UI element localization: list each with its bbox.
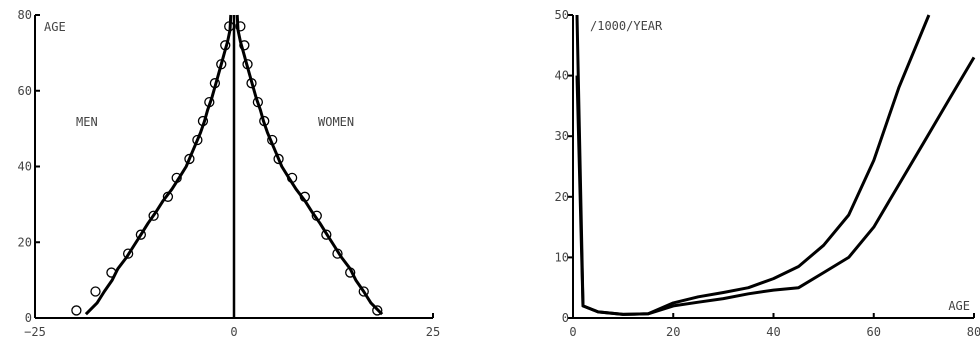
observed-point [90, 286, 101, 297]
observed-point [267, 134, 278, 146]
men-label: MEN [76, 115, 98, 129]
observed-point [224, 21, 235, 32]
rate-x-tick-label: 60 [867, 325, 881, 339]
rate-tick-labels: 0 10 20 30 40 50 0 20 40 60 80 [555, 8, 980, 339]
rate-x-tick-label: 80 [967, 325, 980, 339]
pyramid-series [71, 14, 384, 316]
observed-point [162, 191, 174, 202]
rate-x-tick-label: 20 [666, 325, 680, 339]
observed-point [299, 191, 310, 202]
men-line [84, 14, 233, 316]
rate-series [575, 14, 976, 316]
observed-point [358, 286, 369, 297]
women-line [235, 14, 384, 316]
rate-x-axis-label: AGE [948, 299, 970, 313]
observed-point [220, 40, 231, 51]
rate-y-tick-label: 50 [555, 8, 569, 22]
observed-point [321, 229, 332, 240]
observed-point [239, 40, 250, 51]
observed-point [252, 96, 264, 108]
observed-point [197, 115, 209, 127]
pyramid-y-tick-label: 60 [18, 84, 32, 98]
pyramid-y-tick-label: 20 [18, 235, 32, 249]
rate-y-tick-label: 20 [555, 190, 569, 204]
rate-x-tick-label: 0 [569, 325, 576, 339]
rate-x-tick-label: 40 [766, 325, 780, 339]
observed-point [171, 172, 182, 184]
observed-point [216, 59, 227, 70]
rate-y-tick-label: 10 [555, 250, 569, 264]
observed-point [71, 305, 82, 316]
observed-point [372, 305, 383, 316]
rate-line-1 [575, 14, 931, 316]
pyramid-y-tick-label: 40 [18, 160, 32, 174]
pyramid-x-tick-label: −25 [24, 325, 46, 339]
observed-point [311, 210, 322, 221]
observed-point [286, 172, 298, 184]
pyramid-axes [34, 14, 434, 319]
rate-axes [568, 14, 975, 319]
observed-point [135, 229, 147, 240]
rate-line-2 [575, 56, 976, 316]
observed-point [184, 153, 195, 165]
observed-point [209, 78, 221, 89]
observed-point [259, 115, 270, 127]
pyramid-y-axis-label: AGE [44, 20, 66, 34]
women-label: WOMEN [318, 115, 354, 129]
pyramid-x-tick-label: 25 [426, 325, 440, 339]
observed-point [106, 267, 117, 278]
rate-chart: 0 10 20 30 40 50 0 20 40 60 80 /1000/YEAR AGE [555, 8, 980, 339]
observed-point [332, 248, 343, 259]
observed-point [122, 248, 134, 259]
observed-point [204, 96, 215, 108]
pyramid-x-tick-label: 0 [230, 325, 237, 339]
observed-point [246, 78, 257, 89]
rate-y-axis-label: /1000/YEAR [590, 19, 663, 33]
observed-point [192, 134, 203, 146]
pyramid-y-tick-label: 80 [18, 8, 32, 22]
rate-y-tick-label: 30 [555, 129, 569, 143]
observed-point [235, 21, 246, 32]
pyramid-y-tick-label: 0 [25, 311, 32, 325]
observed-point [273, 153, 284, 165]
observed-point [148, 210, 159, 221]
observed-point [242, 59, 253, 70]
rate-y-tick-label: 40 [555, 69, 569, 83]
observed-point [345, 267, 356, 278]
rate-y-tick-label: 0 [562, 311, 569, 325]
